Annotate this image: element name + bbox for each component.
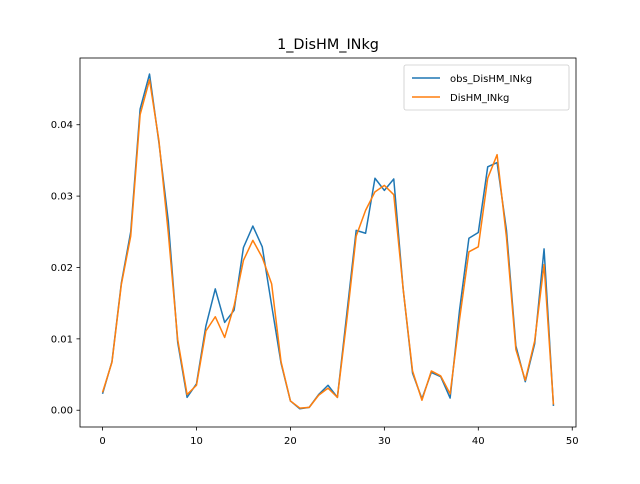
y-tick-label: 0.03 <box>51 192 73 203</box>
chart-title: 1_DisHM_INkg <box>277 37 379 53</box>
plot-frame <box>79 57 577 428</box>
y-tick-label: 0.02 <box>51 263 73 274</box>
x-tick-label: 40 <box>472 436 485 447</box>
legend-label: DisHM_INkg <box>450 93 509 104</box>
x-axis: 0 10 20 30 40 50 <box>99 427 579 447</box>
y-axis: 0.00 0.01 0.02 0.03 0.04 <box>51 120 80 417</box>
x-tick-label: 20 <box>284 436 297 447</box>
series-layer <box>101 73 555 410</box>
x-tick-label: 10 <box>190 436 203 447</box>
x-tick-label: 0 <box>99 436 105 447</box>
legend-label: obs_DisHM_INkg <box>450 74 532 85</box>
y-tick-label: 0.04 <box>51 120 73 131</box>
x-tick-label: 30 <box>378 436 391 447</box>
x-tick-label: 50 <box>566 436 579 447</box>
legend: obs_DisHM_INkg DisHM_INkg <box>403 64 570 111</box>
y-tick-label: 0.01 <box>51 334 73 345</box>
y-tick-label: 0.00 <box>51 406 73 417</box>
series-line-2 <box>101 79 555 409</box>
legend-box <box>403 64 570 111</box>
